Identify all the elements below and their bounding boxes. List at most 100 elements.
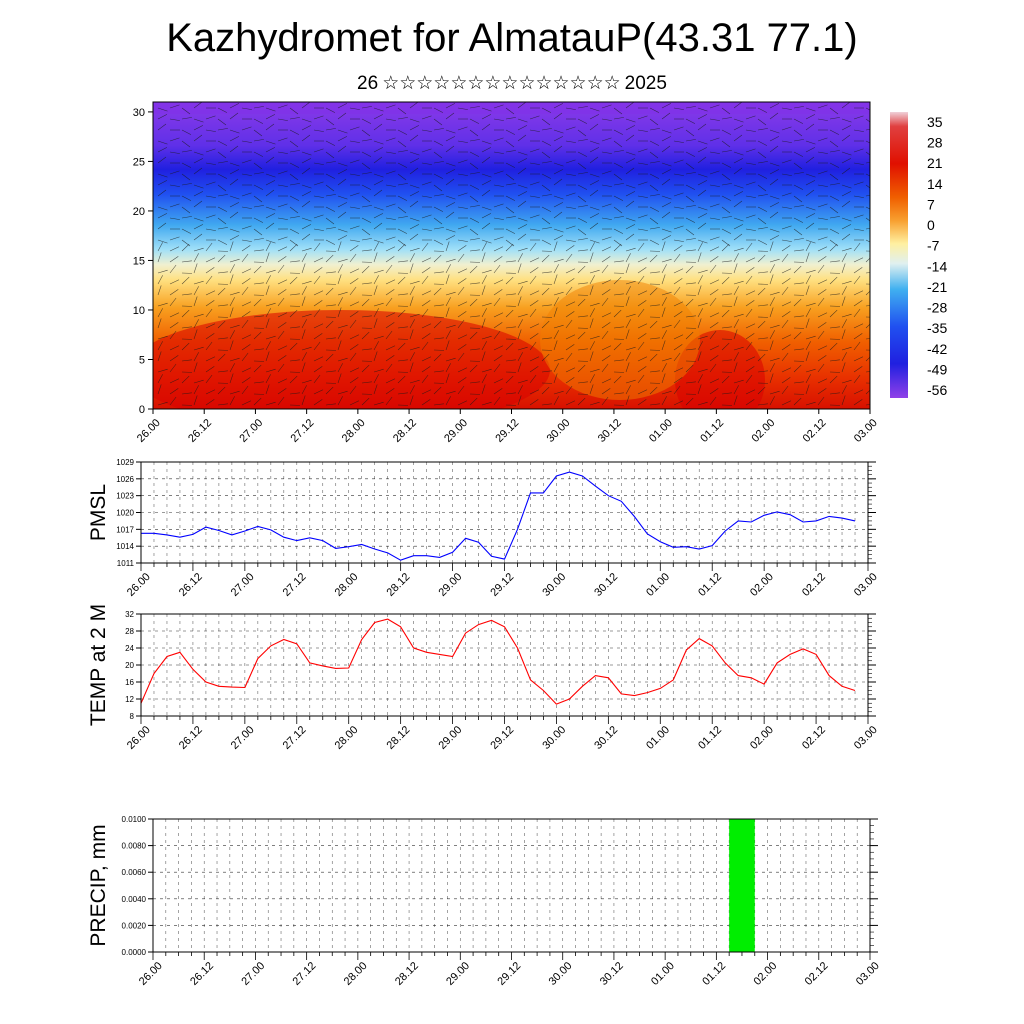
wind-barb (469, 106, 480, 109)
wind-barb (745, 214, 756, 219)
wind-barb (565, 400, 576, 406)
wind-barb (733, 253, 739, 263)
wind-barb (433, 217, 443, 225)
wind-barb (505, 243, 514, 252)
wind-barb (493, 151, 504, 154)
wind-barb (529, 228, 540, 231)
wind-barb (517, 379, 528, 384)
wind-barb (685, 151, 696, 157)
wind-barb (409, 379, 420, 384)
wind-barb (217, 370, 228, 373)
y-tick-label: 32 (125, 610, 134, 619)
wind-barb (277, 322, 287, 329)
wind-barb (721, 309, 730, 318)
wind-barb (409, 286, 415, 296)
y-tick-label: 20 (133, 206, 145, 218)
wind-barb (541, 304, 552, 307)
wind-barb (481, 107, 492, 112)
wind-barb (613, 260, 624, 263)
wind-barb (673, 268, 684, 274)
wind-barb (229, 103, 240, 109)
wind-barb (445, 235, 456, 241)
wind-barb (517, 184, 528, 189)
wind-barb (625, 313, 636, 318)
wind-barb (301, 286, 307, 296)
wind-barb (493, 170, 504, 175)
wind-barb (313, 308, 321, 318)
wind-barb (325, 337, 336, 340)
wind-barb (709, 312, 720, 318)
wind-barb (637, 399, 647, 406)
wind-barb (673, 352, 681, 362)
wind-barb (445, 211, 455, 219)
wind-barb (769, 103, 780, 109)
wind-barb (469, 265, 478, 274)
wind-barb (589, 374, 595, 384)
wind-barb (421, 275, 429, 285)
wind-barb (169, 104, 180, 109)
wind-barb (253, 331, 262, 340)
wind-barb (241, 344, 251, 351)
wind-barb (781, 334, 792, 340)
wind-barb (469, 238, 480, 241)
wind-barb (229, 396, 235, 406)
wind-barb (577, 184, 588, 190)
wind-barb (301, 329, 306, 340)
wind-barb (349, 278, 359, 285)
wind-barb (505, 162, 516, 168)
wind-barb (505, 239, 515, 247)
wind-barb (265, 140, 276, 145)
wind-barb (337, 169, 348, 175)
wind-barb (781, 268, 792, 274)
wind-barb (445, 195, 456, 200)
wind-barb (265, 147, 276, 153)
wind-barb (481, 252, 486, 263)
wind-barb (661, 390, 672, 395)
wind-barb (469, 151, 480, 157)
wind-barb (253, 265, 262, 274)
wind-barb (793, 282, 804, 285)
wind-barb (157, 140, 168, 145)
wind-barb (637, 115, 648, 120)
wind-barb (373, 401, 384, 406)
wind-barb (229, 136, 240, 142)
wind-barb (697, 341, 703, 351)
wind-barb (721, 392, 732, 395)
wind-barb (181, 309, 190, 318)
wind-barb (577, 139, 588, 142)
wind-barb (505, 216, 516, 219)
wind-barb (757, 239, 768, 245)
wind-barb (181, 140, 191, 148)
wind-barb (577, 348, 588, 351)
wind-barb (385, 203, 396, 208)
wind-barb (481, 123, 491, 131)
x-tick-label: 29.00 (436, 724, 464, 752)
wind-barb (205, 333, 215, 340)
wind-barb (853, 275, 861, 285)
wind-barb (685, 228, 695, 236)
wind-barb (553, 357, 564, 362)
wind-barb (733, 125, 744, 131)
wind-barb (457, 301, 468, 307)
wind-barb (601, 184, 612, 187)
wind-barb (457, 319, 465, 329)
wind-barb (253, 249, 264, 252)
wind-barb (529, 275, 537, 285)
wind-barb (697, 206, 708, 211)
wind-barb (421, 115, 432, 120)
wind-barb (217, 353, 226, 362)
x-tick-label: 02.00 (749, 417, 777, 445)
wind-barb (865, 151, 870, 156)
wind-barb (229, 162, 240, 167)
wind-barb (157, 368, 168, 373)
wind-barb (757, 353, 766, 362)
wind-barb (625, 263, 630, 274)
wind-barb (601, 396, 609, 406)
wind-barb (421, 242, 429, 252)
wind-barb (649, 386, 658, 395)
wind-barb (265, 206, 276, 211)
wind-barb (685, 205, 696, 208)
wind-barb (637, 148, 648, 153)
wind-barb (565, 159, 576, 164)
